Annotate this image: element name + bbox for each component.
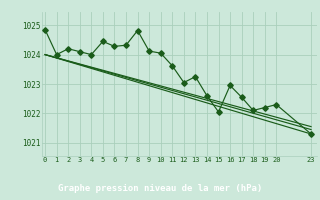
Text: Graphe pression niveau de la mer (hPa): Graphe pression niveau de la mer (hPa) xyxy=(58,184,262,193)
